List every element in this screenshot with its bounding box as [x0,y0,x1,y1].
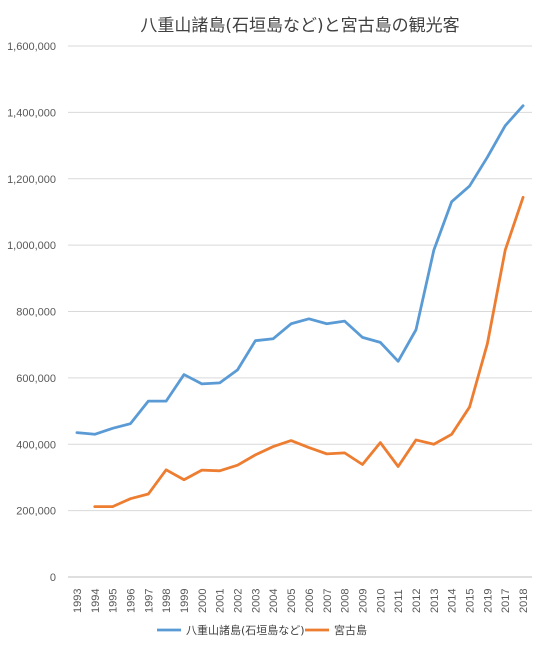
x-tick-label: 1994 [90,589,102,613]
x-tick-label: 2015 [465,589,477,613]
x-tick-label: 2010 [375,589,387,613]
x-tick-label: 1996 [125,589,137,613]
y-tick-label: 200,000 [16,506,56,518]
x-tick-label: 2002 [233,589,245,613]
x-tick-label: 2001 [215,589,227,613]
legend: 八重山諸島(石垣島など) 宮古島 [157,623,367,637]
x-tick-label: 2006 [304,589,316,613]
y-tick-label: 1,200,000 [7,174,56,186]
y-tick-label: 0 [50,572,56,584]
series-lines [75,104,525,509]
x-tick-label: 2005 [286,589,298,613]
x-tick-label: 1999 [179,589,191,613]
y-tick-label: 400,000 [16,439,56,451]
x-tick-label: 2000 [197,589,209,613]
x-tick-label: 2007 [322,589,334,613]
x-tick-label: 1998 [161,589,173,613]
x-tick-label: 2011 [393,589,405,613]
x-tick-label: 2009 [357,589,369,613]
y-tick-label: 1,400,000 [7,107,56,119]
x-tick-label: 1995 [108,589,120,613]
y-tick-label: 800,000 [16,307,56,319]
legend-label: 宮古島 [334,623,367,637]
gridlines [68,45,532,578]
y-tick-label: 1,600,000 [7,41,56,53]
x-tick-label: 2012 [411,589,423,613]
x-tick-label: 1993 [72,589,84,613]
x-tick-label: 2017 [500,589,512,613]
x-tick-label: 2013 [429,589,441,613]
chart-title: 八重山諸島(石垣島など)と宮古島の観光客 [140,16,459,36]
x-tick-label: 2008 [340,589,352,613]
y-axis-ticks: 0 200,000 400,000 600,000 800,000 1,000,000 1,… [7,41,56,584]
series-line-0 [75,104,525,436]
x-tick-label: 2014 [447,589,459,613]
x-tick-label: 2003 [250,589,262,613]
series-line-1 [93,195,525,509]
y-tick-label: 600,000 [16,373,56,385]
x-tick-label: 1997 [143,589,155,613]
x-tick-label: 2018 [518,589,530,613]
legend-label: 八重山諸島(石垣島など) [186,623,305,637]
y-tick-label: 1,000,000 [7,240,56,252]
x-tick-label: 2004 [268,589,280,613]
x-axis-ticks: 1993 1994 1995 1996 1997 1998 1999 2000 2001 2002… [72,589,530,613]
x-tick-label: 2019 [482,589,494,613]
